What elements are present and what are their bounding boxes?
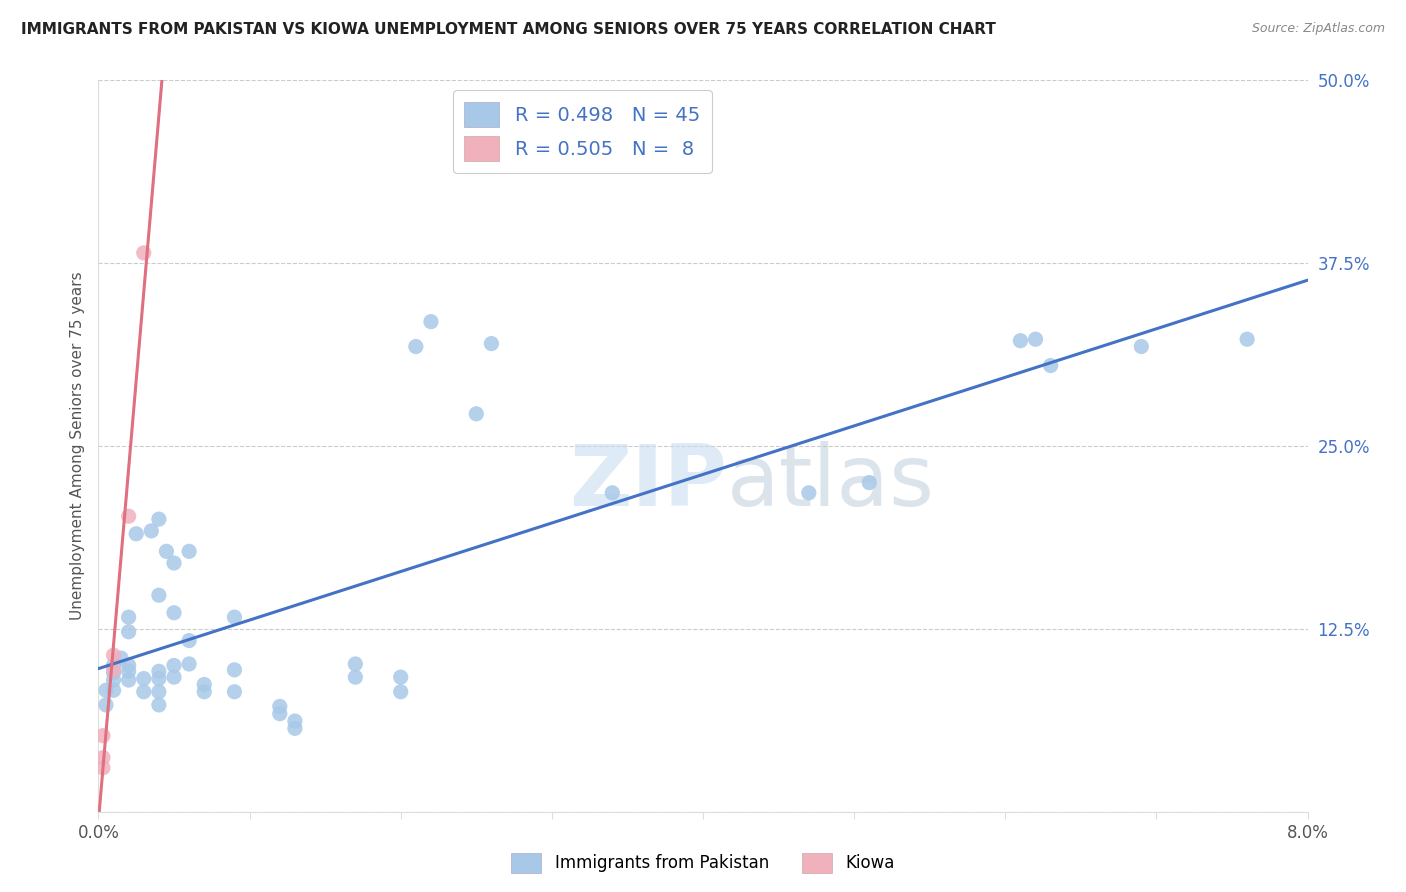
- Point: [155, 544, 177, 558]
- Point: [389, 685, 412, 699]
- Point: [224, 663, 246, 677]
- Point: [602, 485, 624, 500]
- Point: [132, 246, 155, 260]
- Point: [141, 524, 163, 538]
- Text: atlas: atlas: [727, 441, 935, 524]
- Point: [91, 750, 114, 764]
- Point: [148, 698, 170, 712]
- Text: IMMIGRANTS FROM PAKISTAN VS KIOWA UNEMPLOYMENT AMONG SENIORS OVER 75 YEARS CORRE: IMMIGRANTS FROM PAKISTAN VS KIOWA UNEMPL…: [21, 22, 995, 37]
- Legend: R = 0.498   N = 45, R = 0.505   N =  8: R = 0.498 N = 45, R = 0.505 N = 8: [453, 90, 711, 173]
- Point: [103, 648, 125, 663]
- Point: [125, 526, 148, 541]
- Point: [118, 624, 141, 639]
- Point: [148, 512, 170, 526]
- Point: [163, 606, 186, 620]
- Point: [389, 670, 412, 684]
- Text: Source: ZipAtlas.com: Source: ZipAtlas.com: [1251, 22, 1385, 36]
- Point: [91, 729, 114, 743]
- Point: [1039, 359, 1062, 373]
- Point: [284, 714, 307, 728]
- Point: [465, 407, 488, 421]
- Point: [405, 339, 427, 353]
- Point: [148, 665, 170, 679]
- Point: [132, 685, 155, 699]
- Point: [481, 336, 503, 351]
- Point: [344, 670, 367, 684]
- Point: [163, 658, 186, 673]
- Point: [344, 657, 367, 671]
- Point: [132, 672, 155, 686]
- Point: [858, 475, 880, 490]
- Point: [148, 588, 170, 602]
- Point: [193, 685, 215, 699]
- Point: [94, 698, 117, 712]
- Point: [118, 610, 141, 624]
- Point: [1025, 332, 1047, 346]
- Point: [179, 657, 201, 671]
- Point: [148, 672, 170, 686]
- Legend: Immigrants from Pakistan, Kiowa: Immigrants from Pakistan, Kiowa: [505, 847, 901, 880]
- Point: [1010, 334, 1032, 348]
- Point: [224, 610, 246, 624]
- Point: [797, 485, 820, 500]
- Point: [269, 706, 291, 721]
- Point: [163, 670, 186, 684]
- Point: [193, 677, 215, 691]
- Point: [118, 509, 141, 524]
- Point: [103, 683, 125, 698]
- Point: [91, 761, 114, 775]
- Point: [118, 673, 141, 687]
- Y-axis label: Unemployment Among Seniors over 75 years: Unemployment Among Seniors over 75 years: [69, 272, 84, 620]
- Point: [103, 658, 125, 673]
- Point: [163, 556, 186, 570]
- Point: [224, 685, 246, 699]
- Text: ZIP: ZIP: [569, 441, 727, 524]
- Point: [179, 544, 201, 558]
- Point: [110, 651, 132, 665]
- Point: [94, 683, 117, 698]
- Point: [269, 699, 291, 714]
- Point: [103, 665, 125, 680]
- Point: [118, 658, 141, 673]
- Point: [103, 663, 125, 677]
- Point: [118, 665, 141, 679]
- Point: [148, 685, 170, 699]
- Point: [284, 722, 307, 736]
- Point: [1130, 339, 1153, 353]
- Point: [1236, 332, 1258, 346]
- Point: [420, 315, 443, 329]
- Point: [103, 673, 125, 687]
- Point: [179, 633, 201, 648]
